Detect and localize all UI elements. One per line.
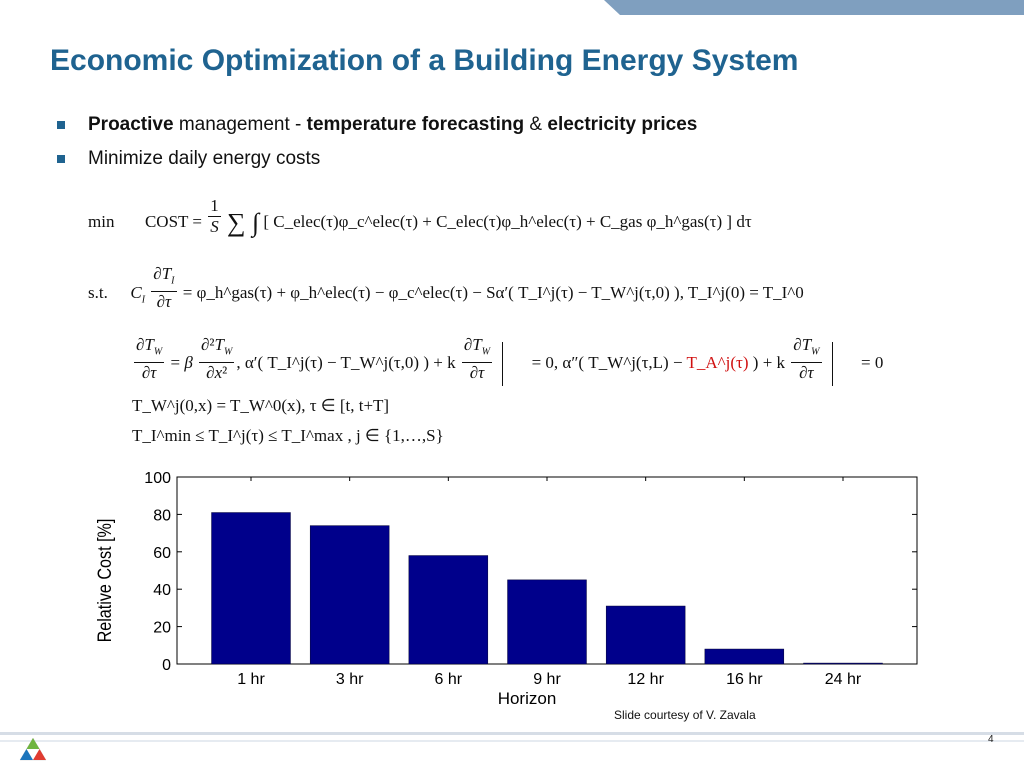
- alpha-close: ) + k: [748, 352, 786, 372]
- y-tick-label: 20: [153, 620, 171, 637]
- square-bullet-icon: [57, 121, 65, 129]
- x-tick-label: 3 hr: [336, 671, 364, 688]
- pde-boundary-left: α′( T_I^j(τ) − T_W^j(τ,0) ) + k: [244, 352, 456, 372]
- y-tick-label: 40: [153, 582, 171, 599]
- bounds-constraint: T_I^min ≤ T_I^j(τ) ≤ T_I^max , j ∈ {1,…,…: [132, 426, 444, 445]
- constraint-equation: s.t. CI ∂TI ∂τ = φ_h^gas(τ) + φ_h^elec(τ)…: [88, 264, 804, 312]
- x-tick-label: 6 hr: [435, 671, 463, 688]
- bar: [408, 555, 489, 665]
- x-axis-label: Horizon: [498, 689, 557, 708]
- pde-equation: ∂TW ∂τ = β ∂²TW ∂x², α′( T_I^j(τ) − T_W^j(…: [132, 335, 884, 386]
- y-tick-label: 0: [162, 657, 171, 674]
- y-tick-label: 80: [153, 507, 171, 524]
- bar: [309, 525, 390, 665]
- ambient-temperature-term: T_A^j(τ): [686, 352, 749, 372]
- bc-zero: = 0,: [531, 352, 559, 372]
- y-tick-label: 60: [153, 545, 171, 562]
- bar: [704, 648, 785, 665]
- bc-L: = 0: [861, 352, 884, 372]
- x-tick-label: 12 hr: [627, 671, 664, 688]
- bullet-text: Minimize daily energy costs: [88, 148, 321, 169]
- alpha-double-prime: α″( T_W^j(τ,L) −: [562, 352, 687, 372]
- footer-divider: [0, 732, 1024, 735]
- x-tick-label: 9 hr: [533, 671, 561, 688]
- slide-title: Economic Optimization of a Building Ener…: [50, 44, 799, 77]
- y-axis-label: Relative Cost [%]: [94, 519, 116, 643]
- bar-chart-svg: 0 20 40 60 80 100 1 hr 3 hr 6 hr 9 hr 12 hr 16 hr 24…: [94, 470, 918, 708]
- bullet-list: Proactive management - temperature forec…: [54, 114, 697, 182]
- st-label: s.t.: [88, 283, 108, 303]
- cost-label: COST =: [144, 211, 202, 231]
- x-tick-label: 16 hr: [726, 671, 763, 688]
- x-tick-label: 1 hr: [237, 671, 265, 688]
- header-accent-notch: [604, 0, 620, 15]
- bar: [803, 662, 883, 665]
- x-tick-label: 24 hr: [825, 671, 862, 688]
- min-label: min: [88, 211, 115, 231]
- bullet-text: management -: [173, 114, 307, 135]
- bullet-bold-forecasting: temperature forecasting: [306, 114, 525, 135]
- bullet-bold-proactive: Proactive: [88, 114, 174, 135]
- footer-divider-secondary: [0, 740, 1024, 742]
- bullet-bold-prices: electricity prices: [547, 114, 698, 135]
- constraint-rhs: = φ_h^gas(τ) + φ_h^elec(τ) − φ_c^elec(τ)…: [182, 283, 804, 303]
- bullet-item-proactive: Proactive management - temperature forec…: [54, 114, 697, 148]
- page-number: 4: [988, 734, 994, 745]
- cost-integrand: [ C_elec(τ)φ_c^elec(τ) + C_elec(τ)φ_h^el…: [263, 211, 752, 231]
- bar: [605, 605, 686, 665]
- slide-credit: Slide courtesy of V. Zavala: [614, 708, 756, 722]
- y-tick-label: 100: [144, 470, 171, 487]
- bullet-text: &: [524, 114, 548, 135]
- initial-condition: T_W^j(0,x) = T_W^0(x), τ ∈ [t, t+T]: [132, 396, 390, 415]
- header-accent-bar: [620, 0, 1024, 15]
- argonne-logo-icon: [19, 737, 47, 761]
- bar: [507, 579, 587, 665]
- square-bullet-icon: [57, 155, 65, 163]
- bar: [211, 512, 291, 665]
- bullet-item-minimize: Minimize daily energy costs: [54, 148, 697, 182]
- relative-cost-chart: 0 20 40 60 80 100 1 hr 3 hr 6 hr 9 hr 12 hr 16 hr 24…: [85, 465, 930, 710]
